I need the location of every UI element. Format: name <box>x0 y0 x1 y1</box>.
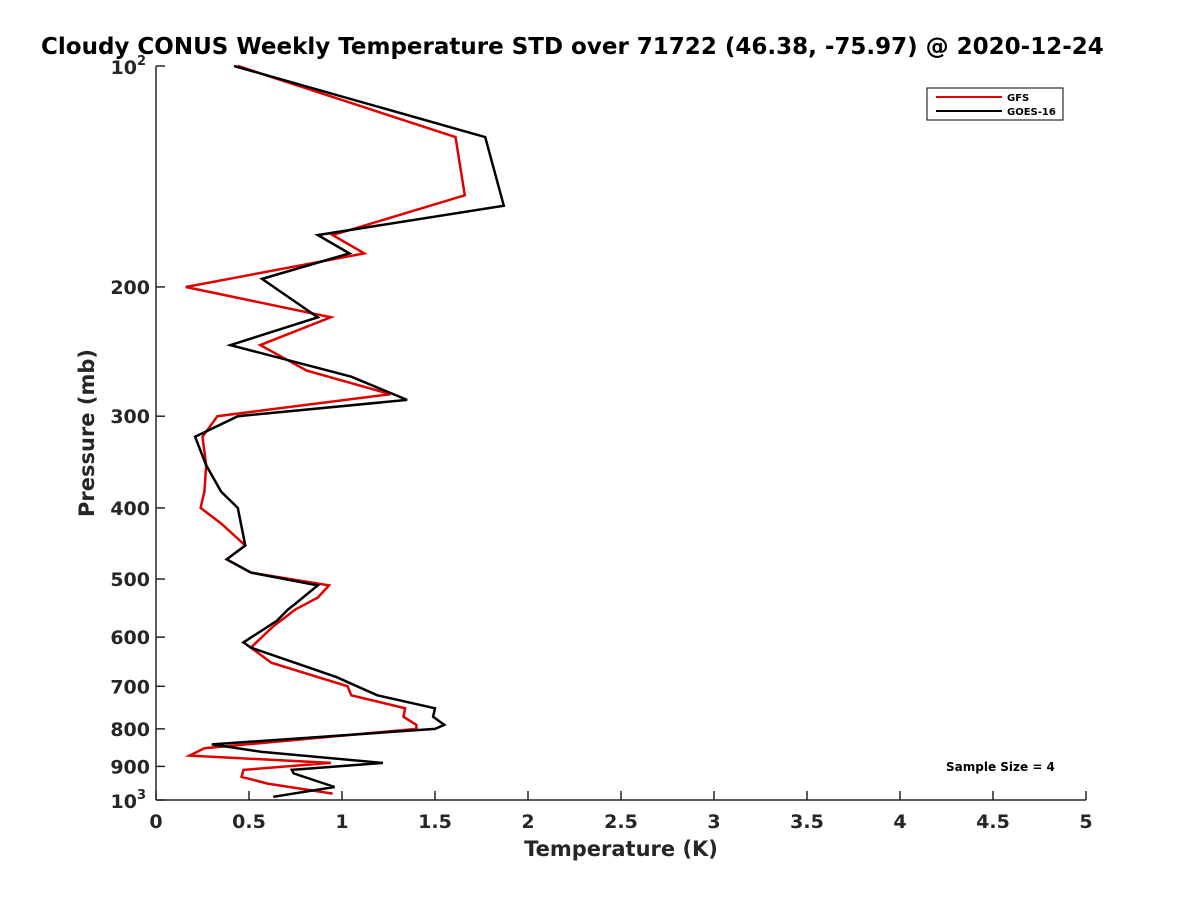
series-line-gfs <box>184 64 467 795</box>
y-tick-label: 400 <box>110 498 150 520</box>
x-tick-label: 5 <box>1079 811 1092 833</box>
y-tick-label: 200 <box>110 277 150 299</box>
y-tick-label: 600 <box>110 627 150 649</box>
y-tick-label: 700 <box>110 676 150 698</box>
chart-title: Cloudy CONUS Weekly Temperature STD over… <box>41 34 1104 60</box>
y-tick-label: 103 <box>111 788 147 813</box>
x-tick-label: 4 <box>893 811 906 833</box>
y-tick-label: 300 <box>110 406 150 428</box>
y-tick-label-base: 10 <box>111 57 137 79</box>
legend-box <box>926 87 1064 121</box>
y-tick-label-exponent: 3 <box>137 788 146 803</box>
x-tick-label: 0 <box>149 811 162 833</box>
y-tick-label: 500 <box>110 569 150 591</box>
x-tick-label: 0.5 <box>232 811 266 833</box>
legend-label-gfs: GFS <box>1007 93 1029 104</box>
x-tick-label: 1.5 <box>418 811 452 833</box>
sample-size-annotation: Sample Size = 4 <box>946 760 1055 774</box>
y-tick-label: 900 <box>110 756 150 778</box>
y-tick-label: 102 <box>111 54 147 79</box>
x-tick-label: 3 <box>707 811 720 833</box>
x-axis-label: Temperature (K) <box>524 837 718 861</box>
series-layer <box>184 64 506 799</box>
series-line-goes-16 <box>193 64 506 799</box>
y-tick-label: 800 <box>110 719 150 741</box>
x-tick-label: 2.5 <box>604 811 638 833</box>
legend: GFS GOES-16 <box>926 87 1064 121</box>
y-tick-label-exponent: 2 <box>137 54 146 69</box>
x-tick-label: 2 <box>521 811 534 833</box>
x-ticks: 0 0.5 1 1.5 2 2.5 3 3.5 4 4.5 5 <box>149 791 1093 833</box>
x-tick-label: 1 <box>335 811 348 833</box>
legend-label-goes-16: GOES-16 <box>1007 107 1056 118</box>
y-tick-label-base: 10 <box>111 791 137 813</box>
y-axis-label: Pressure (mb) <box>75 349 99 517</box>
x-tick-label: 4.5 <box>976 811 1010 833</box>
x-tick-label: 3.5 <box>790 811 824 833</box>
